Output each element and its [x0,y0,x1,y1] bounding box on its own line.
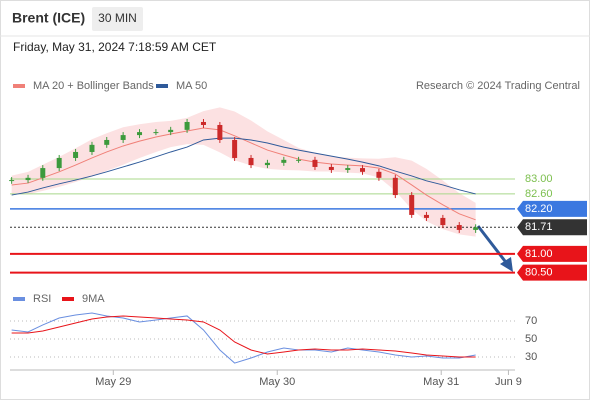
candle-body [328,166,334,170]
legend-label: 9MA [82,293,105,305]
x-tick-label: Jun 9 [495,376,522,388]
candle-body [40,168,46,178]
candle-body [473,227,479,230]
candle-body [296,159,302,161]
candle-body [423,214,429,218]
bollinger-band [11,107,476,237]
level-label-box [517,200,587,217]
candle-body [120,135,126,140]
candle-body [376,171,382,178]
candle-body [200,121,206,125]
level-label: 81.71 [525,221,553,233]
candle-body [312,159,318,167]
candle-body [184,121,190,130]
x-tick-label: May 31 [423,376,459,388]
candle-body [232,139,238,158]
level-label-box [517,245,587,262]
timeframe: 30 MIN [98,11,137,25]
level-label-box [517,264,587,281]
level-label: 83.00 [525,173,553,185]
level-label: 81.00 [525,248,553,260]
candle-body [392,177,398,196]
x-tick-label: May 29 [95,376,131,388]
candle-body [360,168,366,172]
indicator-line [11,315,476,358]
indicator-line [11,312,476,364]
forecast-arrow [476,225,510,266]
candle-body [56,157,62,169]
legend-swatch [13,84,25,88]
candle-body [345,168,351,170]
candle-body [248,157,254,166]
y-tick-label: 70 [525,315,537,327]
instrument: Brent (ICE) [12,10,85,26]
legend-swatch [156,84,168,88]
attribution: Research © 2024 Trading Central [416,80,580,92]
candle-body [456,225,462,230]
legend-label: MA 50 [176,80,207,92]
level-label-box [517,219,587,236]
legend-swatch [13,297,25,301]
candle-body [9,180,15,182]
ma-line [11,137,476,196]
candle-body [104,139,110,145]
candle-body [25,177,31,181]
candle-body [409,195,415,215]
candle-body [73,151,79,158]
y-tick-label: 30 [525,351,537,363]
timeframe-box [92,7,143,31]
candle-body [217,124,223,140]
x-tick-label: May 30 [259,376,295,388]
candle-body [168,129,174,133]
candle-body [281,159,287,163]
candle-body [89,144,95,152]
level-label: 80.50 [525,267,553,279]
legend-label: RSI [33,293,51,305]
timestamp: Friday, May 31, 2024 7:18:59 AM CET [13,40,217,54]
forecast-arrowhead [500,257,513,272]
level-label: 82.20 [525,203,553,215]
candle-body [137,132,143,136]
candle-body [153,132,159,134]
legend-swatch [62,297,74,301]
level-label: 82.60 [525,188,553,200]
legend-label: MA 20 + Bollinger Bands [33,80,154,92]
candle-body [440,217,446,226]
y-tick-label: 50 [525,333,537,345]
candle-body [264,162,270,166]
